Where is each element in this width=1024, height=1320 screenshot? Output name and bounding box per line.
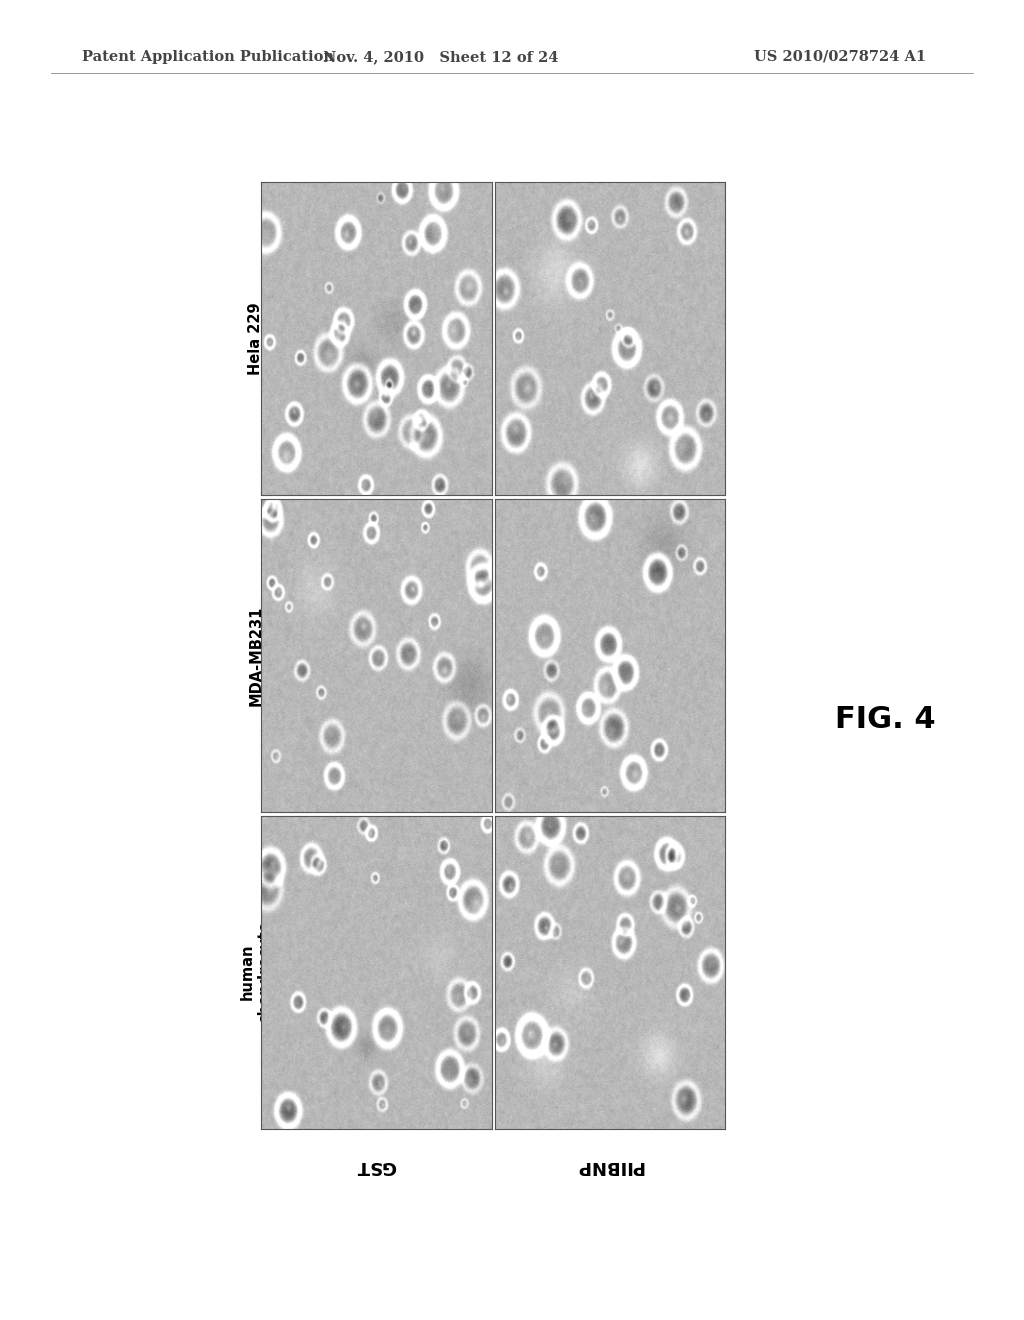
Text: Hela 229: Hela 229 (249, 302, 263, 375)
Text: FIG. 4: FIG. 4 (836, 705, 936, 734)
Text: US 2010/0278724 A1: US 2010/0278724 A1 (754, 50, 926, 63)
Text: K: K (499, 1106, 510, 1121)
Text: GST: GST (356, 1156, 396, 1175)
Text: PIIBNP: PIIBNP (575, 1156, 644, 1175)
Text: M: M (499, 473, 514, 487)
Text: J: J (265, 473, 270, 487)
Text: human
chondrocyte: human chondrocyte (240, 921, 272, 1023)
Text: H: H (265, 1106, 278, 1121)
Text: I: I (265, 789, 270, 804)
Text: Nov. 4, 2010   Sheet 12 of 24: Nov. 4, 2010 Sheet 12 of 24 (323, 50, 558, 63)
Text: Patent Application Publication: Patent Application Publication (82, 50, 334, 63)
Text: MDA-MB231: MDA-MB231 (249, 605, 263, 706)
Text: L: L (499, 789, 508, 804)
